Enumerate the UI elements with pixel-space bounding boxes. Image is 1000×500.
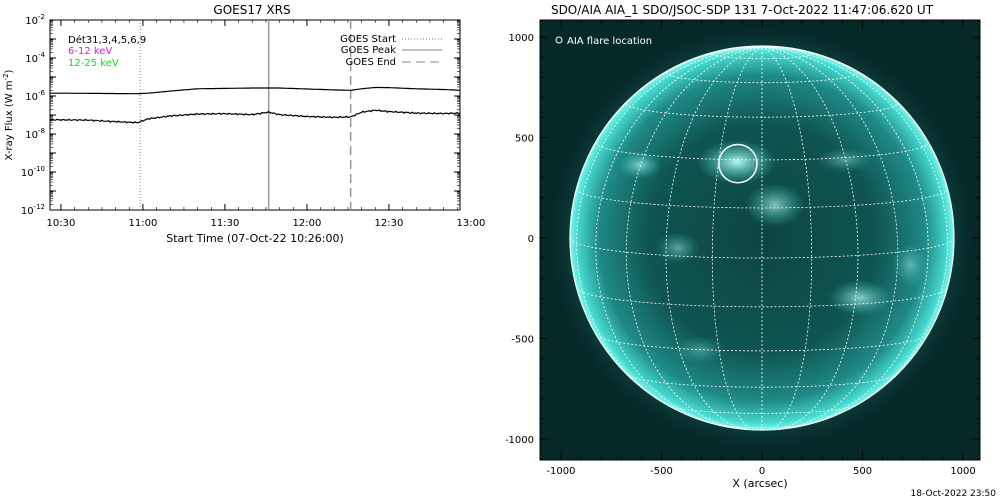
goes-long-channel-line xyxy=(50,86,461,95)
goes-x-tick-label: 12:00 xyxy=(293,218,322,229)
footer-timestamp: 18-Oct-2022 23:50 xyxy=(911,489,997,499)
longitude-line xyxy=(761,46,948,415)
goes-series xyxy=(49,86,461,124)
goes-y-axis-label: X-ray Flux (W m-2) xyxy=(2,69,15,160)
aia-x-tick-label: -500 xyxy=(650,466,673,477)
longitude-line xyxy=(761,46,813,430)
goes-band-high-label: 12-25 keV xyxy=(68,58,119,69)
aia-title: SDO/AIA AIA_1 SDO/JSOC-SDP 131 7-Oct-202… xyxy=(551,3,934,17)
aia-x-tick-label: 0 xyxy=(759,466,765,477)
goes-x-tick-label: 11:00 xyxy=(129,218,158,229)
flare-location-marker xyxy=(718,143,758,184)
goes-lightcurve-panel: GOES17 XRS X-ray Flux (W m-2) 10-210-410… xyxy=(2,3,485,245)
goes-x-tick-label: 11:30 xyxy=(211,218,240,229)
goes-detectors-label: Dét31,3,4,5,6,9 xyxy=(68,34,146,46)
longitude-line xyxy=(761,46,899,430)
legend-goes-peak-label: GOES Peak xyxy=(341,45,396,56)
aia-y-tick-label: 1000 xyxy=(509,33,534,44)
aia-y-tick-label: 500 xyxy=(515,133,534,144)
goes-y-tick-label: 10-10 xyxy=(21,165,45,179)
aia-x-tick-label: 1000 xyxy=(950,466,975,477)
goes-y-tick-label: 10-2 xyxy=(25,13,45,27)
legend-flare-marker xyxy=(555,36,563,44)
legend-flare-label: AIA flare location xyxy=(567,36,652,47)
goes-title: GOES17 XRS xyxy=(213,3,290,17)
limb-circle xyxy=(569,45,955,431)
longitude-line xyxy=(761,46,859,430)
aia-x-tick-label: -1000 xyxy=(546,466,575,477)
aia-y-tick-label: -500 xyxy=(511,335,534,346)
legend-goes-start-label: GOES Start xyxy=(340,34,396,45)
legend-goes-end-label: GOES End xyxy=(346,57,396,68)
goes-y-tick-label: 10-6 xyxy=(25,89,45,103)
aia-x-axis-label: X (arcsec) xyxy=(732,477,787,490)
goes-x-axis-label: Start Time (07-Oct-22 10:26:00) xyxy=(166,232,344,245)
goes-x-tick-label: 12:30 xyxy=(375,218,404,229)
goes-band-low-label: 6-12 keV xyxy=(68,46,112,57)
aia-y-ticks: 1000 500 0 -500 -1000 xyxy=(505,33,980,446)
longitude-line xyxy=(761,46,929,428)
latitude-line xyxy=(627,374,897,388)
aia-plot-frame xyxy=(539,19,981,461)
goes-y-tick-label: 10-12 xyxy=(21,203,45,217)
latitude-line xyxy=(711,53,813,60)
longitude-line xyxy=(625,46,763,430)
longitude-line xyxy=(711,46,763,430)
aia-y-tick-label: -1000 xyxy=(505,435,534,446)
goes-x-tick-label: 13:00 xyxy=(457,218,486,229)
goes-y-tick-label: 10-4 xyxy=(25,51,45,65)
aia-x-tick-label: 500 xyxy=(853,466,872,477)
longitude-line xyxy=(595,46,763,428)
aia-y-tick-label: 0 xyxy=(528,234,534,245)
goes-legend: GOES Start GOES Peak GOES End xyxy=(340,34,442,68)
aia-x-ticks: -1000 -500 0 500 1000 xyxy=(546,20,976,477)
longitude-line xyxy=(665,46,763,430)
goes-x-ticks: 10:30 11:00 11:30 12:00 12:30 13:00 xyxy=(47,20,486,229)
goes-x-tick-label: 10:30 xyxy=(47,218,76,229)
latitude-line xyxy=(596,334,928,352)
longitude-line xyxy=(576,46,763,415)
svg-text:X-ray Flux (W m-2): X-ray Flux (W m-2) xyxy=(2,69,15,160)
goes-short-channel-line xyxy=(49,109,461,124)
latitude-line xyxy=(576,288,948,308)
aia-image-panel: SDO/AIA AIA_1 SDO/JSOC-SDP 131 7-Oct-202… xyxy=(505,3,981,490)
goes-y-ticks: 10-2 10-4 10-6 10-8 10-10 10-12 xyxy=(21,13,460,217)
goes-event-lines xyxy=(139,20,352,210)
latitude-line xyxy=(625,102,899,118)
aia-legend: AIA flare location xyxy=(555,36,652,47)
goes-y-tick-label: 10-8 xyxy=(25,127,45,141)
